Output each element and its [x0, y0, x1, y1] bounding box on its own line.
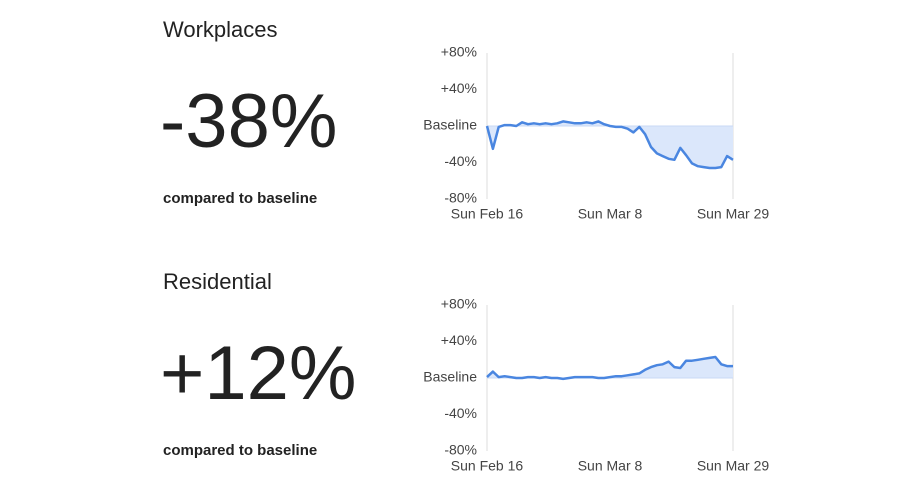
headline-value: -38%	[160, 79, 337, 164]
baseline-area	[487, 121, 733, 168]
y-tick-label: +80%	[441, 296, 477, 312]
baseline-area	[487, 357, 733, 379]
section-title: Residential	[163, 269, 272, 294]
x-tick-label: Sun Mar 29	[697, 206, 770, 222]
section-title: Workplaces	[163, 17, 278, 42]
y-tick-label: -80%	[444, 442, 477, 458]
y-tick-label: +40%	[441, 80, 477, 96]
y-tick-label: -40%	[444, 153, 477, 169]
y-tick-label: -40%	[444, 405, 477, 421]
x-tick-label: Sun Feb 16	[451, 206, 524, 222]
y-tick-label: Baseline	[423, 369, 477, 385]
trend-line	[486, 355, 733, 381]
y-tick-label: -80%	[444, 190, 477, 206]
headline-value: +12%	[160, 331, 357, 416]
x-tick-label: Sun Mar 8	[578, 206, 643, 222]
y-tick-label: Baseline	[423, 117, 477, 133]
y-tick-label: +80%	[441, 44, 477, 60]
x-tick-label: Sun Feb 16	[451, 458, 524, 474]
y-tick-label: +40%	[441, 332, 477, 348]
x-tick-label: Sun Mar 8	[578, 458, 643, 474]
trend-line	[485, 120, 734, 170]
section-subtitle: compared to baseline	[163, 190, 317, 207]
x-tick-label: Sun Mar 29	[697, 458, 770, 474]
section-subtitle: compared to baseline	[163, 442, 317, 459]
